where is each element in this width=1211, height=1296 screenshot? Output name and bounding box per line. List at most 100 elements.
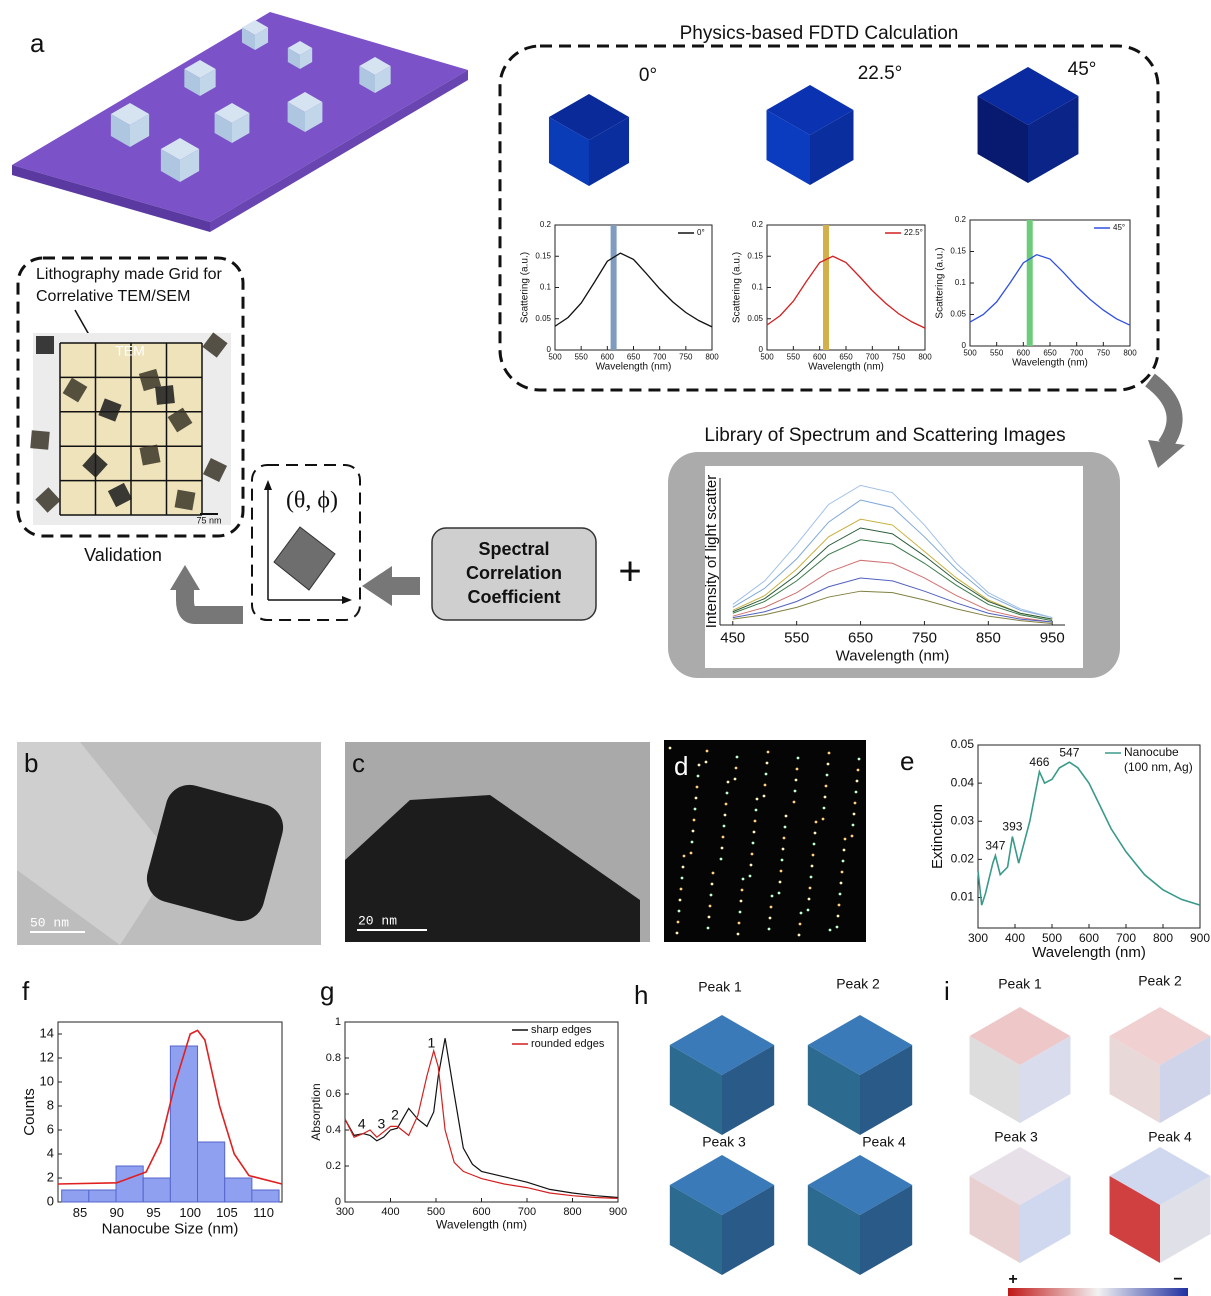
scatter-spot <box>778 880 782 884</box>
x-tick-label: 600 <box>1079 931 1099 945</box>
scatter-spot <box>707 915 711 919</box>
scatter-spot <box>777 891 781 895</box>
scatter-spot <box>763 783 767 787</box>
correlation-box <box>431 527 597 621</box>
flow-arrow <box>176 588 243 624</box>
library-plot <box>705 466 1083 668</box>
x-tick-label: 750 <box>912 629 937 646</box>
series-line <box>344 1038 619 1199</box>
scatter-spot <box>675 931 679 935</box>
y-tick-label: 0.6 <box>326 1088 341 1100</box>
x-tick-label: 600 <box>472 1206 490 1218</box>
annotation: 4 <box>358 1115 366 1131</box>
scatter-spot <box>825 773 829 777</box>
scatter-spot <box>857 757 861 761</box>
scatter-spot <box>807 897 811 901</box>
cube-right <box>860 1185 913 1275</box>
scatter-spot <box>720 846 724 850</box>
y-tick-label: 0 <box>335 1196 341 1208</box>
series-line <box>732 577 1053 623</box>
scatter-spot <box>668 746 672 750</box>
scatter-spot <box>769 905 773 909</box>
particle <box>138 368 162 392</box>
scatter-spot <box>828 928 832 932</box>
library-title: Library of Spectrum and Scattering Image… <box>704 425 1065 446</box>
scatter-spot <box>810 864 814 868</box>
x-tick-label: 800 <box>1153 931 1173 945</box>
substrate-edge <box>12 165 210 232</box>
x-axis-label: Wavelength (nm) <box>436 1217 527 1231</box>
scatter-spot <box>726 780 730 784</box>
y-tick-label: 0.1 <box>955 278 967 287</box>
scatter-spot <box>679 887 683 891</box>
scatter-spot <box>837 903 841 907</box>
x-tick-label: 500 <box>760 352 774 361</box>
flow-arrow <box>1144 373 1183 450</box>
scatter-spot <box>850 834 854 838</box>
series-line <box>732 527 1053 620</box>
bar <box>61 1189 90 1203</box>
scatter-spot <box>695 785 699 789</box>
cube-right <box>1028 96 1079 183</box>
validation-label: Validation <box>84 545 162 565</box>
scatter-spot <box>855 779 859 783</box>
series-line <box>57 1029 283 1185</box>
scatter-spot <box>754 808 758 812</box>
x-tick-label: 650 <box>627 352 641 361</box>
y-tick-label: 0.01 <box>951 890 975 904</box>
arrow-head <box>362 566 392 606</box>
x-tick-label: 450 <box>720 629 745 646</box>
scatter-spot <box>711 871 715 875</box>
peak-label: Peak 2 <box>1138 973 1182 989</box>
y-tick-label: 0.04 <box>951 775 975 789</box>
panel-label: f <box>22 976 30 1006</box>
scatter-spot <box>755 797 759 801</box>
scatter-spot <box>824 784 828 788</box>
scatter-spot <box>733 777 737 781</box>
x-tick-label: 800 <box>705 352 719 361</box>
scatter-spot <box>738 910 742 914</box>
cube-left <box>977 96 1028 183</box>
cube-left <box>110 114 130 147</box>
x-tick-label: 95 <box>146 1205 160 1220</box>
scatter-spot <box>806 908 810 912</box>
peak-label: 393 <box>1002 820 1022 834</box>
x-tick-label: 500 <box>548 352 562 361</box>
cube-left <box>766 110 810 185</box>
y-tick-label: 0.2 <box>752 220 764 229</box>
scatter-spot <box>809 875 813 879</box>
support-film <box>17 742 175 945</box>
scatter-spot <box>767 927 771 931</box>
scatter-spot <box>842 848 846 852</box>
cube-top <box>359 57 391 75</box>
correlation-text: Correlation <box>466 563 562 583</box>
y-tick-label: 6 <box>47 1121 54 1136</box>
scatter-spot <box>814 820 818 824</box>
cube-left <box>807 1185 860 1275</box>
particle <box>36 336 54 354</box>
x-tick-label: 600 <box>1017 348 1031 357</box>
scatter-spot <box>781 847 785 851</box>
scatter-spot <box>764 772 768 776</box>
scatter-spot <box>709 893 713 897</box>
scatter-spot <box>822 806 826 810</box>
scatter-spot <box>768 916 772 920</box>
plot-frame <box>969 219 1131 347</box>
scatter-spot <box>692 818 696 822</box>
x-tick-label: 90 <box>110 1205 124 1220</box>
y-tick-label: 0.02 <box>951 852 975 866</box>
x-tick-label: 700 <box>1116 931 1136 945</box>
x-tick-label: 750 <box>679 352 693 361</box>
scatter-spot <box>793 789 797 793</box>
rotated-cube <box>273 526 336 591</box>
particle <box>155 385 175 405</box>
scatter-spot <box>680 876 684 880</box>
highlight-band <box>1026 220 1033 346</box>
highlight-band <box>822 225 829 350</box>
panel-label: d <box>674 751 688 781</box>
colorbar <box>1008 1288 1188 1296</box>
scatter-spot <box>813 831 817 835</box>
x-tick-label: 110 <box>253 1205 274 1220</box>
cube-top <box>807 1155 913 1215</box>
